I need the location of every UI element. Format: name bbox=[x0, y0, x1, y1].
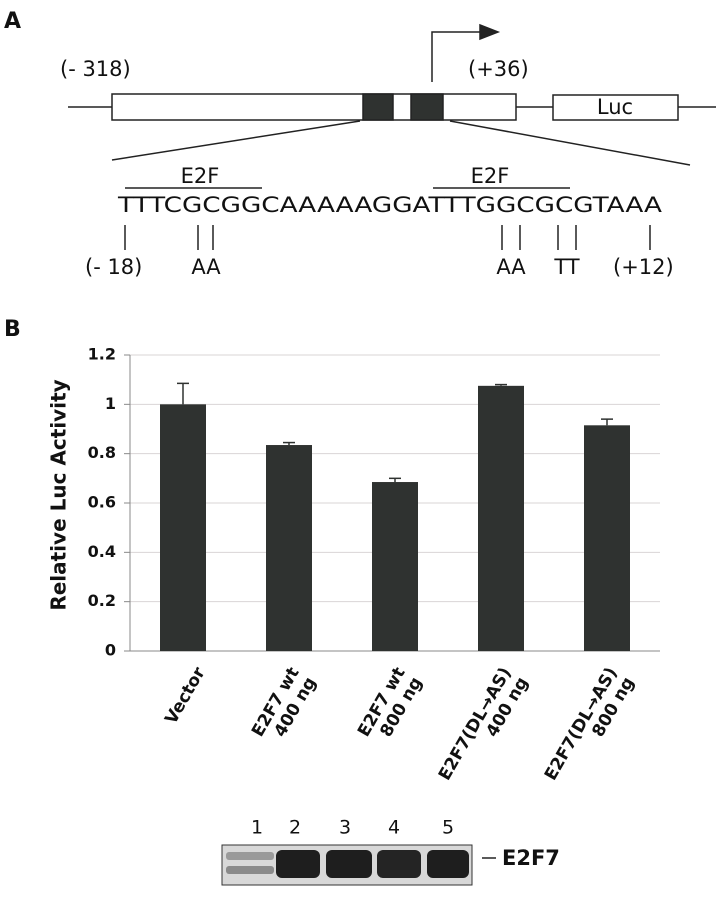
lane-label: 5 bbox=[442, 817, 454, 839]
mutation-label: AA bbox=[496, 255, 526, 279]
x-tick-label: Vector bbox=[161, 663, 210, 727]
band bbox=[377, 850, 421, 878]
band bbox=[226, 852, 274, 860]
reporter-label: Luc bbox=[597, 95, 633, 119]
band bbox=[226, 866, 274, 874]
y-tick-label: 0.4 bbox=[88, 542, 116, 561]
motif-label: E2F bbox=[471, 164, 510, 188]
mutation-label: TT bbox=[553, 255, 579, 279]
y-tick-label: 0 bbox=[105, 641, 116, 660]
error-bar bbox=[601, 418, 613, 426]
y-tick-label: 1.2 bbox=[88, 345, 116, 364]
band bbox=[326, 850, 372, 878]
bar bbox=[584, 425, 630, 651]
error-bar bbox=[389, 477, 401, 483]
bar bbox=[266, 445, 312, 651]
bar bbox=[372, 482, 418, 651]
bar-chart: 0 0.2 0.4 0.6 0.8 1 1.2 Vector E2F7 wt400 ng E2F7… bbox=[88, 345, 660, 794]
coord-label: (- 318) bbox=[60, 57, 131, 81]
x-tick-label: E2F7(DL→AS)800 ng bbox=[541, 664, 639, 794]
lane-label: 1 bbox=[251, 817, 263, 839]
error-bar bbox=[177, 382, 189, 405]
y-tick-label: 0.2 bbox=[88, 591, 116, 610]
x-tick-label: E2F7 wt800 ng bbox=[354, 664, 427, 750]
lane-label: 2 bbox=[289, 817, 301, 839]
panel-label: A bbox=[4, 9, 21, 34]
western-blot: E2F7 1 2 3 4 5 bbox=[221, 817, 560, 886]
mutation-label: AA bbox=[191, 255, 221, 279]
promoter-schematic bbox=[68, 23, 716, 250]
band bbox=[276, 850, 320, 878]
y-tick-label: 0.8 bbox=[88, 443, 116, 462]
band bbox=[427, 850, 469, 878]
x-tick-label: E2F7(DL→AS)400 ng bbox=[435, 664, 533, 794]
y-axis-title: Relative Luc Activity bbox=[47, 379, 71, 610]
error-bar bbox=[283, 441, 295, 446]
y-tick-label: 1 bbox=[105, 394, 116, 413]
sequence: TTTCGCGGCAAAAAGGATTTGGCGCGTAAA bbox=[117, 193, 663, 217]
coord-label: (- 18) bbox=[85, 255, 142, 279]
coord-label: (+12) bbox=[613, 255, 674, 279]
bar bbox=[478, 385, 524, 651]
bar bbox=[160, 404, 206, 651]
error-bar bbox=[495, 383, 507, 386]
panel-label: B bbox=[4, 317, 21, 342]
motif-label: E2F bbox=[181, 164, 220, 188]
y-tick-label: 0.6 bbox=[88, 493, 116, 512]
lane-label: 3 bbox=[339, 817, 351, 839]
lane-label: 4 bbox=[388, 817, 400, 839]
protein-label: E2F7 bbox=[502, 846, 560, 870]
x-tick-label: E2F7 wt400 ng bbox=[248, 664, 321, 750]
coord-label: (+36) bbox=[468, 57, 529, 81]
